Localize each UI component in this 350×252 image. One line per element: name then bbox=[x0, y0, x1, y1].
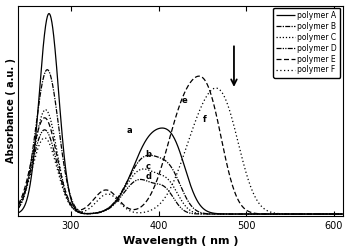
X-axis label: Wavelength ( nm ): Wavelength ( nm ) bbox=[123, 236, 238, 246]
Legend: polymer A, polymer B, polymer C, polymer D, polymer E, polymer F: polymer A, polymer B, polymer C, polymer… bbox=[273, 8, 340, 78]
Text: c: c bbox=[145, 162, 150, 171]
Text: b: b bbox=[145, 150, 152, 159]
Y-axis label: Absorbance ( a.u. ): Absorbance ( a.u. ) bbox=[6, 58, 15, 163]
Text: f: f bbox=[203, 115, 207, 124]
Text: e: e bbox=[181, 96, 187, 105]
Text: d: d bbox=[145, 172, 152, 181]
Text: a: a bbox=[126, 126, 132, 135]
